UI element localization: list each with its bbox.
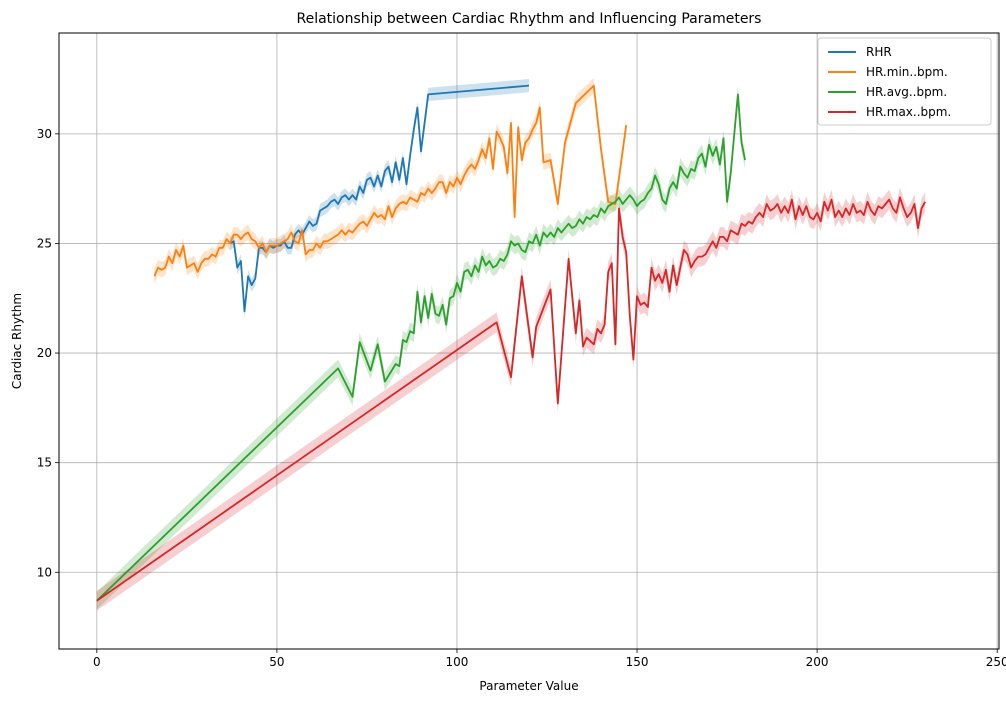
series-lines [96,84,926,602]
x-tick-label: 50 [269,655,284,669]
series-line-2 [153,84,628,277]
x-tick-label: 200 [806,655,829,669]
legend-label: HR.min..bpm. [866,65,948,79]
x-tick-label: 150 [626,655,649,669]
x-tick-label: 0 [93,655,101,669]
y-tick-label: 25 [37,236,52,250]
series-band-3 [96,85,746,610]
legend-label: RHR [866,45,892,59]
y-tick-label: 20 [37,346,52,360]
legend-label: HR.avg..bpm. [866,85,947,99]
series-line-4 [96,196,926,602]
y-tick-label: 30 [37,127,52,141]
series-line-1 [229,84,530,313]
y-tick-label: 15 [37,456,52,470]
x-tick-label: 250 [986,655,1006,669]
y-axis-ticks: 10 15 20 25 30 [37,127,59,579]
legend-box [817,37,992,126]
y-tick-label: 10 [37,565,52,579]
plot-frame [58,32,1000,650]
x-axis-ticks: 0 50 100 150 200 250 [93,649,1006,669]
series-line-3 [96,93,746,602]
legend-label: HR.max..bpm. [866,105,951,119]
y-axis-label: Cardiac Rhythm [10,293,24,389]
x-axis-label: Parameter Value [479,679,578,693]
legend: RHR HR.min..bpm. HR.avg..bpm. HR.max..bpm. [817,37,992,126]
x-tick-label: 100 [446,655,469,669]
chart-title: Relationship between Cardiac Rhythm and … [297,11,762,27]
